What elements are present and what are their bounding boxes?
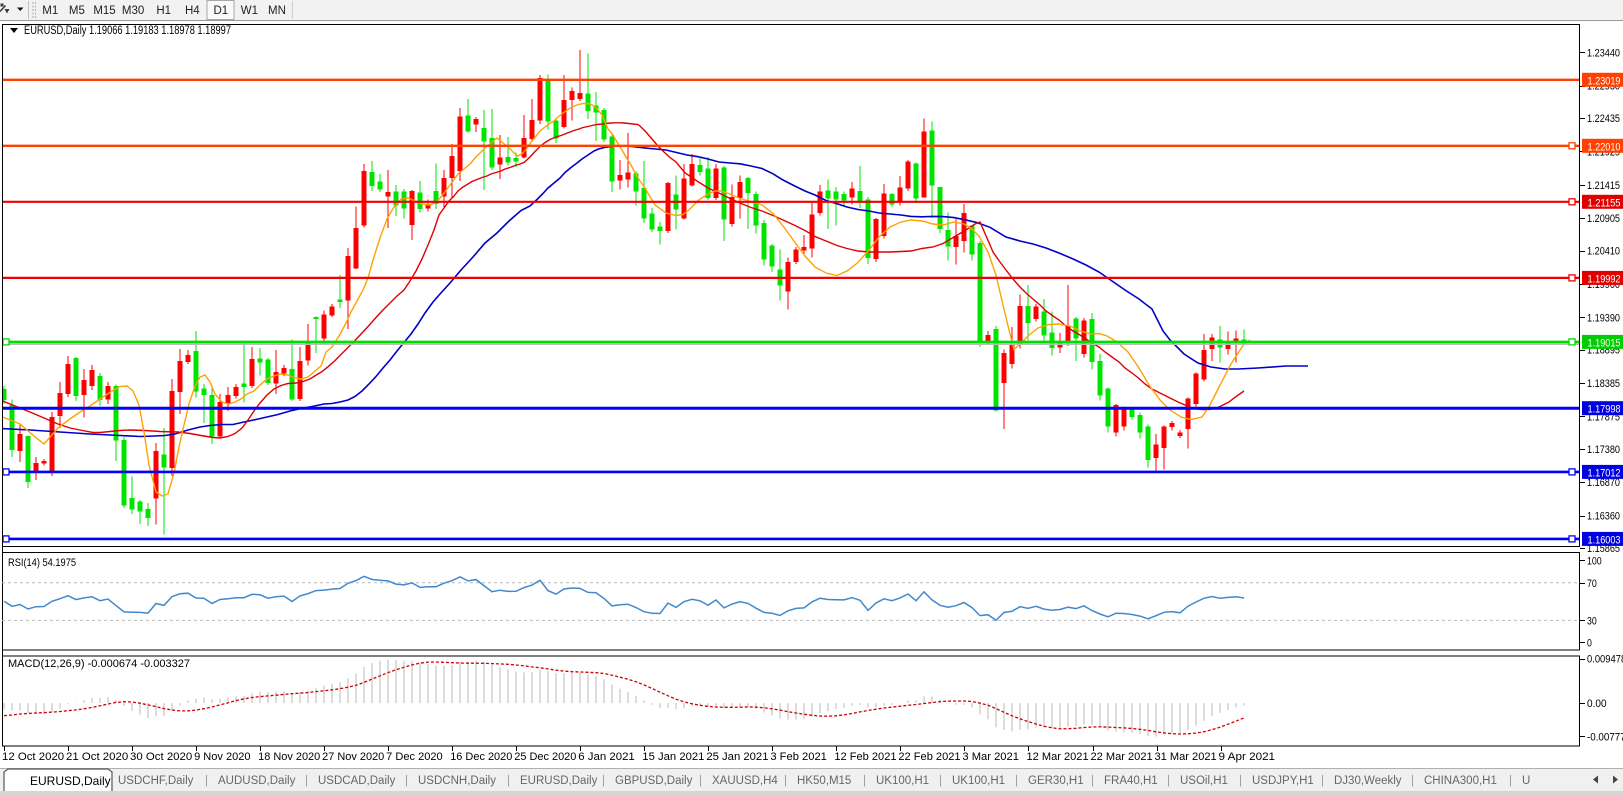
svg-text:1.16003: 1.16003 [1588,534,1621,546]
svg-text:3 Feb 2021: 3 Feb 2021 [770,751,827,763]
svg-text:1.22435: 1.22435 [1587,113,1620,125]
svg-text:EURUSD,Daily: EURUSD,Daily [520,775,598,787]
svg-text:21 Oct 2020: 21 Oct 2020 [66,751,128,763]
svg-text:1.16870: 1.16870 [1587,477,1620,489]
svg-text:1.19015: 1.19015 [1588,337,1621,349]
svg-text:30 Oct 2020: 30 Oct 2020 [130,751,192,763]
svg-text:M15: M15 [93,5,115,17]
svg-text:U: U [1522,775,1530,787]
svg-text:100: 100 [1587,556,1602,568]
svg-text:USOil,H1: USOil,H1 [1180,775,1228,787]
svg-text:1.20905: 1.20905 [1587,213,1620,225]
svg-text:6 Jan 2021: 6 Jan 2021 [578,751,635,763]
svg-text:M30: M30 [122,5,144,17]
svg-text:0.009478: 0.009478 [1587,654,1623,666]
svg-text:9 Nov 2020: 9 Nov 2020 [194,751,251,763]
svg-text:1.21155: 1.21155 [1588,197,1621,209]
svg-text:MN: MN [268,5,286,17]
svg-text:UK100,H1: UK100,H1 [952,775,1005,787]
svg-text:H4: H4 [185,5,200,17]
svg-text:1.17380: 1.17380 [1587,444,1620,456]
svg-text:-0.007778: -0.007778 [1587,731,1623,743]
svg-text:GER30,H1: GER30,H1 [1028,775,1084,787]
svg-text:1.17998: 1.17998 [1588,404,1621,416]
svg-text:1.18385: 1.18385 [1587,378,1620,390]
svg-text:12 Mar 2021: 12 Mar 2021 [1026,751,1088,763]
svg-text:EURUSD,Daily: EURUSD,Daily [30,774,111,788]
svg-text:|: | [1015,775,1018,787]
svg-text:|: | [1411,775,1414,787]
svg-text:15 Jan 2021: 15 Jan 2021 [642,751,704,763]
svg-text:W1: W1 [241,5,258,17]
svg-text:18 Nov 2020: 18 Nov 2020 [258,751,320,763]
svg-text:|: | [699,775,702,787]
svg-text:27 Nov 2020: 27 Nov 2020 [322,751,384,763]
svg-text:22 Feb 2021: 22 Feb 2021 [898,751,960,763]
svg-text:|: | [602,775,605,787]
svg-text:USDCAD,Daily: USDCAD,Daily [318,775,396,787]
svg-text:30: 30 [1587,615,1597,627]
svg-text:|: | [305,775,308,787]
svg-text:XAUUSD,H4: XAUUSD,H4 [712,775,778,787]
svg-text:FRA40,H1: FRA40,H1 [1104,775,1158,787]
svg-text:CHINA300,H1: CHINA300,H1 [1424,775,1497,787]
svg-text:0.00: 0.00 [1587,698,1607,710]
svg-text:|: | [507,775,510,787]
svg-text:UK100,H1: UK100,H1 [876,775,929,787]
svg-text:|: | [863,775,866,787]
svg-text:USDCHF,Daily: USDCHF,Daily [118,775,194,787]
svg-text:3 Mar 2021: 3 Mar 2021 [962,751,1019,763]
svg-text:1.15865: 1.15865 [1587,543,1620,555]
svg-text:1.23019: 1.23019 [1588,75,1621,87]
svg-text:RSI(14) 54.1975: RSI(14) 54.1975 [8,557,76,569]
svg-text:H1: H1 [156,5,171,17]
svg-text:USDJPY,H1: USDJPY,H1 [1252,775,1314,787]
svg-text:1.21415: 1.21415 [1587,180,1620,192]
svg-text:AUDUSD,Daily: AUDUSD,Daily [218,775,296,787]
svg-text:USDCNH,Daily: USDCNH,Daily [418,775,496,787]
svg-text:|: | [1239,775,1242,787]
svg-text:|: | [205,775,208,787]
svg-text:M5: M5 [69,5,85,17]
svg-text:25 Dec 2020: 25 Dec 2020 [514,751,576,763]
svg-text:1.16360: 1.16360 [1587,511,1620,523]
svg-text:DJ30,Weekly: DJ30,Weekly [1334,775,1402,787]
svg-text:|: | [784,775,787,787]
svg-text:M1: M1 [42,5,58,17]
svg-text:|: | [1509,775,1512,787]
svg-text:|: | [1091,775,1094,787]
svg-text:|: | [1167,775,1170,787]
svg-text:1.17012: 1.17012 [1588,467,1621,479]
svg-text:D1: D1 [213,5,228,17]
svg-text:12 Feb 2021: 12 Feb 2021 [834,751,896,763]
svg-text:1.23440: 1.23440 [1587,47,1620,59]
svg-text:|: | [939,775,942,787]
svg-text:31 Mar 2021: 31 Mar 2021 [1155,751,1217,763]
svg-text:GBPUSD,Daily: GBPUSD,Daily [615,775,693,787]
svg-text:70: 70 [1587,578,1597,590]
svg-text:16 Dec 2020: 16 Dec 2020 [450,751,512,763]
svg-text:EURUSD,Daily 1.19066 1.19183: EURUSD,Daily 1.19066 1.19183 1.18978 1.1… [24,25,231,37]
svg-text:HK50,M15: HK50,M15 [797,775,851,787]
svg-text:0: 0 [1587,638,1592,650]
svg-text:1.20410: 1.20410 [1587,246,1620,258]
svg-text:|: | [1321,775,1324,787]
svg-text:22 Mar 2021: 22 Mar 2021 [1091,751,1153,763]
svg-text:7 Dec 2020: 7 Dec 2020 [386,751,443,763]
svg-text:1.19390: 1.19390 [1587,312,1620,324]
svg-text:25 Jan 2021: 25 Jan 2021 [706,751,768,763]
svg-text:9 Apr 2021: 9 Apr 2021 [1219,751,1276,763]
svg-text:1.19992: 1.19992 [1588,273,1621,285]
svg-text:|: | [405,775,408,787]
svg-text:12 Oct 2020: 12 Oct 2020 [2,751,64,763]
svg-text:MACD(12,26,9) -0.000674 -0.003: MACD(12,26,9) -0.000674 -0.003327 [8,658,190,670]
svg-text:1.22010: 1.22010 [1588,141,1621,153]
